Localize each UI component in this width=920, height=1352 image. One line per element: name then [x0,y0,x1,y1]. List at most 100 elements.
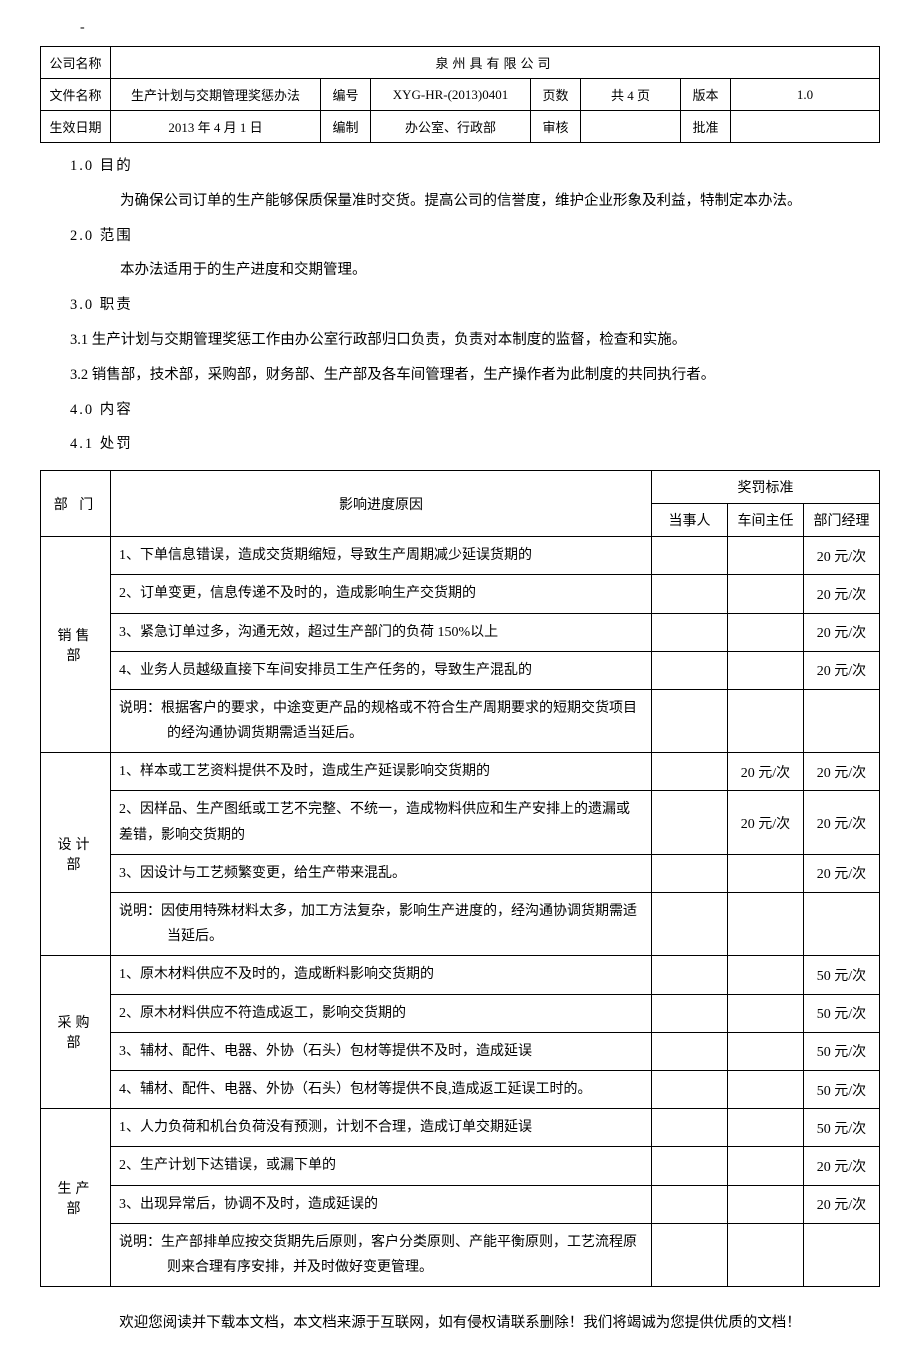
manager-cell: 50 元/次 [804,994,880,1032]
person-cell [652,575,728,613]
manager-cell [804,689,880,752]
manager-cell: 50 元/次 [804,1109,880,1147]
effective-date: 2013 年 4 月 1 日 [111,111,321,143]
docno-value: XYG-HR-(2013)0401 [371,79,531,111]
manager-cell: 20 元/次 [804,1147,880,1185]
section-2-0: 2.0 范围 [70,219,850,254]
person-cell [652,791,728,854]
dept-cell: 销售部 [41,537,111,753]
table-row: 说明：因使用特殊材料太多，加工方法复杂，影响生产进度的，经沟通协调货期需适当延后… [41,893,880,956]
col-person: 当事人 [652,504,728,537]
director-cell [728,1147,804,1185]
manager-cell: 20 元/次 [804,651,880,689]
section-4-1: 4.1 处罚 [70,427,850,462]
person-cell [652,537,728,575]
header-table: 公司名称 泉州具有限公司 文件名称 生产计划与交期管理奖惩办法 编号 XYG-H… [40,46,880,143]
manager-cell: 20 元/次 [804,753,880,791]
reason-cell: 2、因样品、生产图纸或工艺不完整、不统一，造成物料供应和生产安排上的遗漏或差错，… [111,791,652,854]
director-cell [728,994,804,1032]
reason-cell: 说明：因使用特殊材料太多，加工方法复杂，影响生产进度的，经沟通协调货期需适当延后… [111,893,652,956]
table-row: 2、因样品、生产图纸或工艺不完整、不统一，造成物料供应和生产安排上的遗漏或差错，… [41,791,880,854]
director-cell [728,689,804,752]
reason-cell: 3、紧急订单过多，沟通无效，超过生产部门的负荷 150%以上 [111,613,652,651]
manager-cell: 20 元/次 [804,791,880,854]
reason-cell: 2、订单变更，信息传递不及时的，造成影响生产交货期的 [111,575,652,613]
reason-cell: 4、业务人员越级直接下车间安排员工生产任务的，导致生产混乱的 [111,651,652,689]
person-cell [652,1032,728,1070]
docno-label: 编号 [321,79,371,111]
director-cell [728,956,804,994]
section-3-0: 3.0 职责 [70,288,850,323]
file-name: 生产计划与交期管理奖惩办法 [111,79,321,111]
director-cell [728,613,804,651]
person-cell [652,1070,728,1108]
table-row: 销售部1、下单信息错误，造成交货期缩短，导致生产周期减少延误货期的20 元/次 [41,537,880,575]
manager-cell: 20 元/次 [804,1185,880,1223]
reason-cell: 3、因设计与工艺频繁变更，给生产带来混乱。 [111,854,652,892]
person-cell [652,613,728,651]
table-row: 2、原木材料供应不符造成返工，影响交货期的50 元/次 [41,994,880,1032]
table-row: 3、辅材、配件、电器、外协（石头）包材等提供不及时，造成延误 50 元/次 [41,1032,880,1070]
table-row: 2、生产计划下达错误，或漏下单的 20 元/次 [41,1147,880,1185]
person-cell [652,956,728,994]
dept-cell: 生产部 [41,1109,111,1287]
section-2-0-body: 本办法适用于的生产进度和交期管理。 [70,253,850,288]
section-1-0: 1.0 目的 [70,149,850,184]
approve-label: 批准 [681,111,731,143]
reason-cell: 3、辅材、配件、电器、外协（石头）包材等提供不及时，造成延误 [111,1032,652,1070]
col-director: 车间主任 [728,504,804,537]
dept-cell: 采购部 [41,956,111,1109]
compiled-by: 办公室、行政部 [371,111,531,143]
section-3-2: 3.2 销售部，技术部，采购部，财务部、生产部及各车间管理者，生产操作者为此制度… [70,358,850,393]
director-cell [728,1223,804,1286]
director-cell [728,893,804,956]
director-cell [728,1032,804,1070]
manager-cell: 20 元/次 [804,575,880,613]
section-4-0: 4.0 内容 [70,393,850,428]
person-cell [652,753,728,791]
manager-cell: 20 元/次 [804,613,880,651]
col-manager: 部门经理 [804,504,880,537]
director-cell [728,1185,804,1223]
person-cell [652,1185,728,1223]
penalty-table: 部 门 影响进度原因 奖罚标准 当事人 车间主任 部门经理 销售部1、下单信息错… [40,470,880,1287]
director-cell [728,1109,804,1147]
manager-cell [804,893,880,956]
manager-cell [804,1223,880,1286]
table-row: 生产部1、人力负荷和机台负荷没有预测，计划不合理，造成订单交期延误50 元/次 [41,1109,880,1147]
manager-cell: 50 元/次 [804,956,880,994]
approve-by [731,111,880,143]
manager-cell: 20 元/次 [804,537,880,575]
table-row: 说明：生产部排单应按交货期先后原则，客户分类原则、产能平衡原则，工艺流程原则来合… [41,1223,880,1286]
person-cell [652,651,728,689]
manager-cell: 50 元/次 [804,1032,880,1070]
director-cell [728,537,804,575]
manager-cell: 20 元/次 [804,854,880,892]
director-cell [728,575,804,613]
version-value: 1.0 [731,79,880,111]
pages-value: 共 4 页 [581,79,681,111]
table-row: 3、因设计与工艺频繁变更，给生产带来混乱。 20 元/次 [41,854,880,892]
table-row: 2、订单变更，信息传递不及时的，造成影响生产交货期的 20 元/次 [41,575,880,613]
manager-cell: 50 元/次 [804,1070,880,1108]
reason-cell: 1、原木材料供应不及时的，造成断料影响交货期的 [111,956,652,994]
review-by [581,111,681,143]
director-cell: 20 元/次 [728,791,804,854]
reason-cell: 说明：根据客户的要求，中途变更产品的规格或不符合生产周期要求的短期交货项目的经沟… [111,689,652,752]
person-cell [652,1147,728,1185]
reason-cell: 说明：生产部排单应按交货期先后原则，客户分类原则、产能平衡原则，工艺流程原则来合… [111,1223,652,1286]
reason-cell: 2、生产计划下达错误，或漏下单的 [111,1147,652,1185]
content-body: 1.0 目的 为确保公司订单的生产能够保质保量准时交货。提高公司的信誉度，维护企… [40,149,880,462]
person-cell [652,854,728,892]
reason-cell: 3、出现异常后，协调不及时，造成延误的 [111,1185,652,1223]
pages-label: 页数 [531,79,581,111]
table-row: 说明：根据客户的要求，中途变更产品的规格或不符合生产周期要求的短期交货项目的经沟… [41,689,880,752]
version-label: 版本 [681,79,731,111]
person-cell [652,1223,728,1286]
col-dept: 部 门 [41,471,111,537]
table-row: 设计部1、样本或工艺资料提供不及时，造成生产延误影响交货期的20 元/次20 元… [41,753,880,791]
table-row: 4、业务人员越级直接下车间安排员工生产任务的，导致生产混乱的 20 元/次 [41,651,880,689]
dept-cell: 设计部 [41,753,111,956]
reason-cell: 1、下单信息错误，造成交货期缩短，导致生产周期减少延误货期的 [111,537,652,575]
reason-cell: 1、人力负荷和机台负荷没有预测，计划不合理，造成订单交期延误 [111,1109,652,1147]
